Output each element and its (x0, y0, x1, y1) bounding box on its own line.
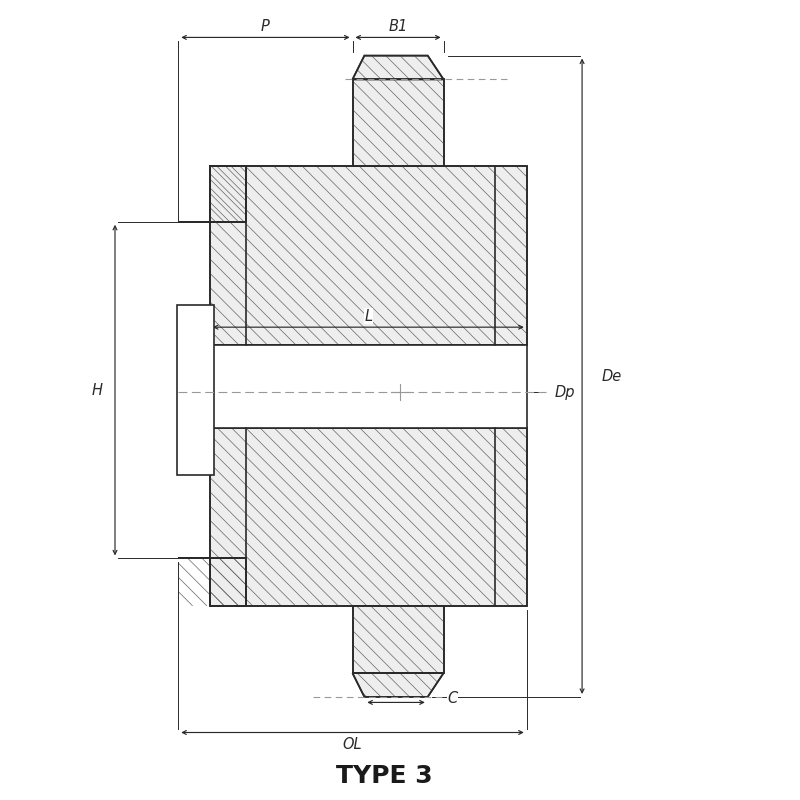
Text: TYPE 3: TYPE 3 (336, 764, 433, 788)
Polygon shape (210, 166, 526, 345)
Polygon shape (210, 345, 526, 428)
Polygon shape (177, 305, 214, 475)
Text: B1: B1 (388, 19, 408, 34)
Text: P: P (261, 19, 270, 34)
Text: H: H (92, 382, 103, 398)
Polygon shape (353, 673, 443, 697)
Text: C: C (447, 691, 458, 706)
Polygon shape (353, 79, 443, 166)
Polygon shape (353, 56, 443, 79)
Text: Dp: Dp (554, 385, 575, 399)
Text: De: De (602, 369, 622, 384)
Polygon shape (178, 166, 246, 222)
Polygon shape (210, 428, 526, 606)
Text: OL: OL (342, 737, 362, 752)
Polygon shape (353, 606, 443, 673)
Polygon shape (178, 558, 246, 606)
Text: L: L (364, 309, 372, 323)
